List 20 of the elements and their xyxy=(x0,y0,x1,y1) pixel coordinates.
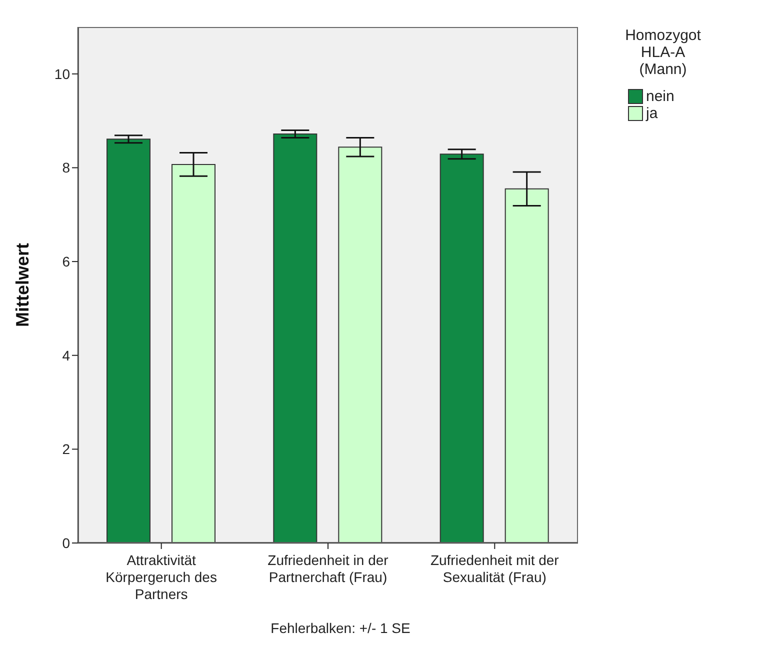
bar xyxy=(273,133,318,543)
legend-label: ja xyxy=(646,105,658,122)
y-tick-label: 2 xyxy=(62,441,70,458)
legend-title: Homozygot HLA-A (Mann) xyxy=(624,27,702,78)
x-tick-label: Zufriedenheit mit der Sexualität (Frau) xyxy=(430,552,560,585)
bar xyxy=(172,164,216,543)
bar xyxy=(440,154,484,543)
y-tick-label: 0 xyxy=(62,534,70,551)
legend-label: nein xyxy=(646,88,674,105)
y-tick-label: 8 xyxy=(62,160,70,176)
y-tick-label: 6 xyxy=(62,254,70,270)
x-tick-label: Attraktivität Körpergeruch des Partners xyxy=(106,552,217,602)
y-tick-label: 10 xyxy=(54,66,70,82)
bar xyxy=(338,146,382,543)
y-tick-label: 4 xyxy=(62,347,70,364)
y-axis-title: Mittelwert xyxy=(12,242,32,328)
bar xyxy=(504,188,549,543)
text: Fehlerbalken: +/- 1 SE xyxy=(270,620,412,636)
x-tick-label: Zufriedenheit in der Partnerchaft (Frau) xyxy=(268,552,389,585)
bar xyxy=(106,138,150,543)
